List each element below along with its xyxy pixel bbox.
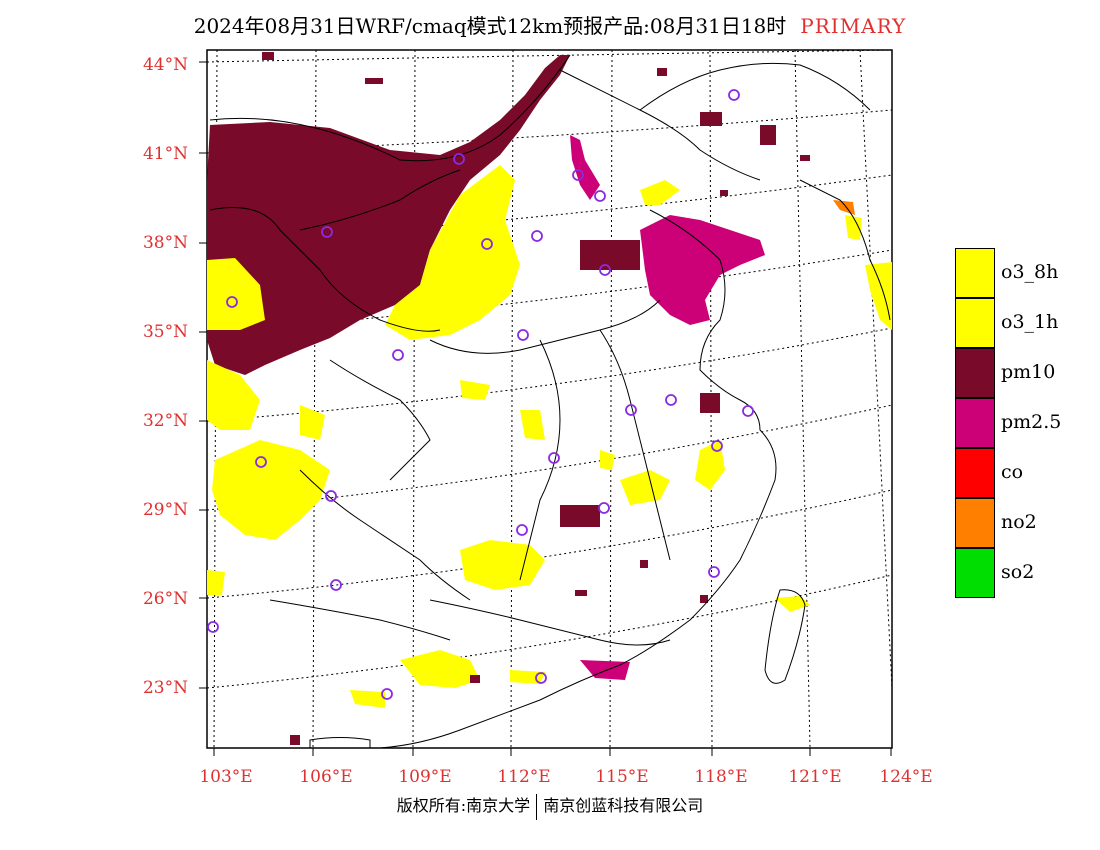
copyright-footer: 版权所有:南京大学 南京创蓝科技有限公司	[0, 792, 1100, 820]
lat-label-29: 29°N	[142, 500, 188, 520]
lon-label-109: 109°E	[398, 767, 452, 787]
pm10-speckles	[262, 52, 810, 745]
legend-label: o3_1h	[1001, 311, 1059, 333]
lat-label-26: 26°N	[142, 589, 188, 609]
legend-label: co	[1001, 461, 1024, 483]
legend-label: pm10	[1001, 361, 1056, 383]
primary-tag: PRIMARY	[800, 14, 907, 38]
legend-item-co: co	[955, 448, 1085, 498]
lat-label-44: 44°N	[142, 55, 188, 75]
legend-item-no2: no2	[955, 498, 1085, 548]
legend-swatch	[955, 498, 995, 548]
pm25-region	[640, 215, 765, 325]
legend-swatch	[955, 348, 995, 398]
footer-divider	[536, 793, 538, 820]
legend-label: no2	[1001, 511, 1037, 533]
station-markers	[207, 89, 754, 700]
copyright-left: 版权所有:南京大学	[396, 796, 531, 815]
lon-label-106: 106°E	[299, 767, 353, 787]
legend-item-so2: so2	[955, 548, 1085, 598]
lat-label-23: 23°N	[142, 678, 188, 698]
lat-label-32: 32°N	[142, 411, 188, 431]
legend-label: pm2.5	[1001, 411, 1062, 433]
lon-label-121: 121°E	[788, 767, 842, 787]
legend-label: so2	[1001, 561, 1035, 583]
o3-regions	[207, 165, 892, 708]
legend-swatch	[955, 398, 995, 448]
title-text: 2024年08月31日WRF/cmaq模式12km预报产品:08月31日18时	[193, 14, 787, 38]
legend-swatch	[955, 248, 995, 298]
boundaries	[209, 54, 891, 748]
lon-label-115: 115°E	[595, 767, 649, 787]
lat-label-38: 38°N	[142, 233, 188, 253]
lat-label-35: 35°N	[142, 322, 188, 342]
lon-label-112: 112°E	[497, 767, 551, 787]
legend-swatch	[955, 448, 995, 498]
legend-item-pm10: pm10	[955, 348, 1085, 398]
legend-item-o3-1h: o3_1h	[955, 298, 1085, 348]
axis-ticks	[199, 61, 892, 756]
legend-label: o3_8h	[1001, 261, 1059, 283]
lon-label-118: 118°E	[694, 767, 748, 787]
legend-swatch	[955, 548, 995, 598]
legend: o3_8h o3_1h pm10 pm2.5 co no2 so2	[955, 248, 1085, 598]
copyright-right: 南京创蓝科技有限公司	[543, 796, 704, 815]
legend-swatch	[955, 298, 995, 348]
lon-label-124: 124°E	[879, 767, 933, 787]
lon-label-103: 103°E	[199, 767, 253, 787]
map-title: 2024年08月31日WRF/cmaq模式12km预报产品:08月31日18时 P…	[0, 10, 1100, 39]
pm10-region	[207, 55, 570, 375]
legend-item-o3-8h: o3_8h	[955, 248, 1085, 298]
legend-item-pm25: pm2.5	[955, 398, 1085, 448]
lat-label-41: 41°N	[142, 144, 188, 164]
